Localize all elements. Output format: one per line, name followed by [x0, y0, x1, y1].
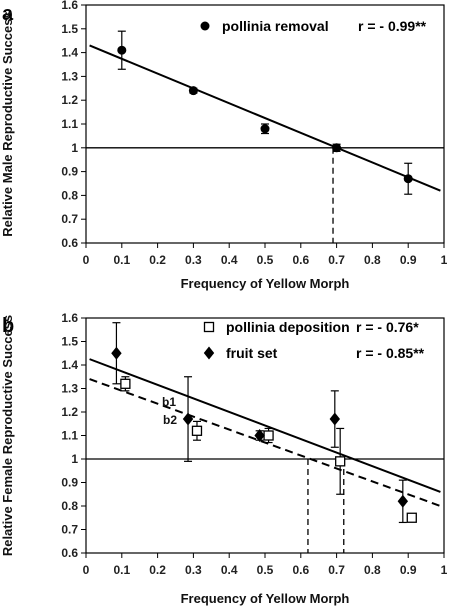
y-tick-label: 0.6	[61, 236, 78, 250]
panel-letter: b	[2, 315, 14, 337]
y-tick-label: 0.9	[61, 165, 78, 179]
x-tick-label: 0.3	[185, 563, 202, 577]
x-tick-label: 0.7	[328, 253, 345, 267]
legend-correlation: r = - 0.99**	[358, 18, 427, 34]
panel-a: a 0.6 0.7 0.8 0.9 1 1.1 1.2 1.3 1.4 1.5 1.6 0 0.1 0.2 0…	[0, 0, 448, 291]
legend-series-name: pollinia deposition	[226, 319, 350, 335]
x-tick-label: 0.5	[257, 253, 274, 267]
data-point	[403, 174, 413, 184]
y-tick-label: 1.2	[61, 405, 78, 419]
x-tick-label: 0.6	[292, 253, 309, 267]
regression-line	[89, 358, 441, 493]
x-tick-label: 0.8	[364, 563, 381, 577]
data-point	[329, 412, 341, 426]
legend-series-name: fruit set	[226, 345, 278, 361]
x-tick-label: 0.4	[221, 563, 238, 577]
y-tick-label: 1.1	[61, 117, 78, 131]
panel-b: b 0.6 0.7 0.8 0.9 1 1.1 1.2 1.3 1.4 1.5 1.6 0 0.1 0.2 0…	[0, 311, 448, 606]
x-tick-label: 0.7	[328, 563, 345, 577]
y-axis-label: Relative Male Reproductive Success	[0, 11, 15, 236]
x-tick-label: 0	[83, 253, 90, 267]
data-point	[260, 124, 270, 134]
x-tick-label: 1	[441, 563, 448, 577]
x-tick-label: 0.2	[149, 253, 166, 267]
legend-correlation: r = - 0.76*	[356, 319, 419, 335]
x-tick-label: 0.5	[257, 563, 274, 577]
data-point	[120, 378, 131, 389]
y-tick-label: 1.6	[61, 311, 78, 325]
y-tick-label: 1.1	[61, 429, 78, 443]
y-tick-label: 1.4	[61, 358, 78, 372]
x-tick-label: 0.9	[400, 563, 417, 577]
data-point	[406, 512, 417, 523]
y-axis-label: Relative Female Reproductive Success	[0, 315, 15, 556]
x-tick-label: 0.6	[292, 563, 309, 577]
fit-label-b1: b1	[162, 395, 176, 409]
legend-correlation: r = - 0.85**	[356, 345, 425, 361]
x-tick-label: 0.4	[221, 253, 238, 267]
x-tick-label: 0.9	[400, 253, 417, 267]
y-tick-label: 0.6	[61, 546, 78, 560]
data-point	[188, 86, 198, 96]
regression-line	[89, 44, 441, 192]
data-point	[117, 45, 127, 55]
legend-series-name: pollinia removal	[222, 18, 329, 34]
x-tick-label: 0.8	[364, 253, 381, 267]
legend-marker	[203, 346, 215, 360]
y-tick-label: 1.5	[61, 335, 78, 349]
y-tick-label: 1	[71, 141, 78, 155]
y-tick-label: 1.4	[61, 46, 78, 60]
fit-label-b2: b2	[163, 413, 177, 427]
x-axis-label: Frequency of Yellow Morph	[181, 276, 350, 291]
x-tick-label: 0.1	[113, 253, 130, 267]
y-tick-label: 1.3	[61, 69, 78, 83]
y-tick-label: 1.6	[61, 0, 78, 12]
y-tick-label: 0.7	[61, 212, 78, 226]
y-tick-label: 1.5	[61, 22, 78, 36]
data-point	[111, 346, 122, 360]
y-tick-label: 0.8	[61, 499, 78, 513]
x-tick-label: 0	[83, 563, 90, 577]
data-point	[182, 412, 194, 426]
y-tick-label: 0.9	[61, 476, 78, 490]
data-point	[397, 494, 409, 508]
y-tick-label: 0.8	[61, 188, 78, 202]
x-axis-label: Frequency of Yellow Morph	[181, 591, 350, 606]
data-point	[191, 425, 203, 436]
data-point	[254, 429, 265, 442]
legend-marker	[203, 321, 215, 333]
legend-marker	[200, 21, 210, 31]
data-point	[335, 456, 346, 467]
panel-letter: a	[2, 3, 14, 25]
y-tick-label: 1.3	[61, 382, 78, 396]
data-point	[332, 143, 342, 153]
y-tick-label: 1.2	[61, 93, 78, 107]
x-tick-label: 0.2	[149, 563, 166, 577]
y-tick-label: 0.7	[61, 523, 78, 537]
x-tick-label: 1	[441, 253, 448, 267]
data-point	[263, 430, 274, 441]
y-tick-label: 1	[71, 452, 78, 466]
x-tick-label: 0.1	[113, 563, 130, 577]
x-tick-label: 0.3	[185, 253, 202, 267]
